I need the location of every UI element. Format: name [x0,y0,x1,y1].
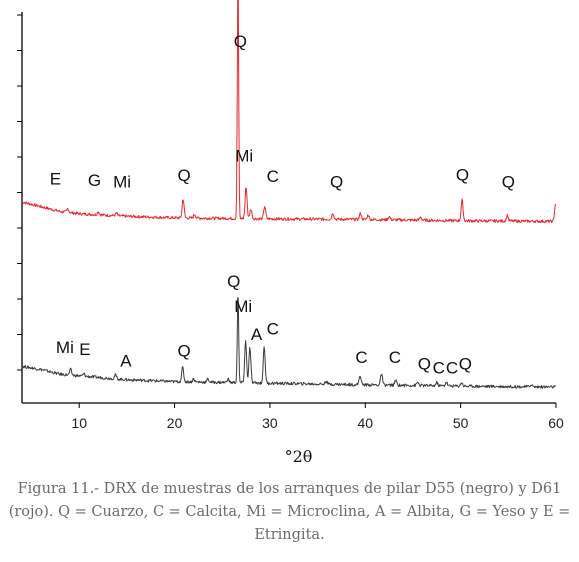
peak-label-d55: C [267,319,279,338]
chart-ticks: 10 20 30 40 50 60 [17,14,564,431]
peak-label-d55: Q [177,342,190,361]
x-tick-label: 60 [548,415,564,431]
peak-label-d55: C [389,348,401,367]
peak-label-d61: Mi [113,173,131,192]
peak-label-d61: G [88,171,101,190]
chart-series [21,0,557,389]
peak-label-d61: Mi [235,146,253,165]
x-tick-label: 30 [262,415,278,431]
peak-label-d55: Q [459,354,472,373]
peak-label-d55: C [446,359,458,378]
peak-label-d55: Q [227,272,240,291]
x-tick-label: 20 [167,415,183,431]
peak-label-d61: Q [456,166,469,185]
peak-label-d61: C [267,167,279,186]
peak-label-d61: Q [330,173,343,192]
peak-label-d55: E [79,340,90,359]
peak-label-d61: Q [234,32,247,51]
series-d55-line [21,297,557,389]
x-tick-label: 10 [71,415,87,431]
peak-label-d55: Mi [56,338,74,357]
peak-label-d61: Q [502,173,515,192]
x-tick-label: 40 [357,415,373,431]
chart-axes [21,12,556,404]
peak-label-d61: E [50,169,61,188]
peak-label-d55: A [251,325,263,344]
x-tick-label: 50 [453,415,469,431]
peak-label-d55: C [355,348,367,367]
x-axis-label: °2θ [285,447,313,466]
peak-label-d55: C [433,359,445,378]
series-d61-line [21,0,557,224]
peak-label-d55: Mi [234,297,252,316]
peak-label-d55: A [120,351,132,370]
peak-label-d55: Q [418,354,431,373]
peak-label-d61: Q [177,166,190,185]
figure-caption: Figura 11.- DRX de muestras de los arran… [8,481,571,543]
